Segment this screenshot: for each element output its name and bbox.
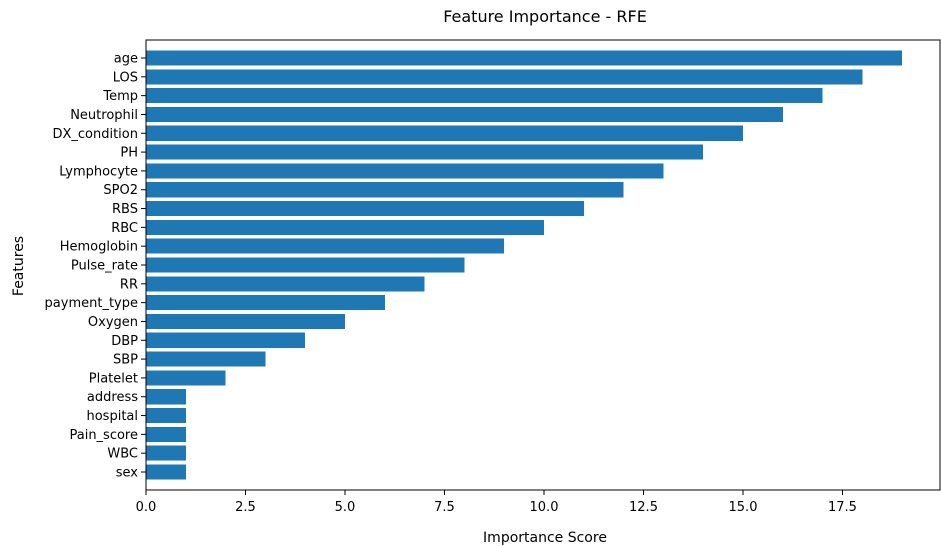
y-tick-label: DBP [111,334,138,349]
bar-sex [146,464,186,480]
chart-title: Feature Importance - RFE [443,7,647,26]
bar-temp [146,88,823,104]
y-tick-label: Pulse_rate [71,259,138,274]
y-tick-label: payment_type [45,296,138,311]
y-tick-label: age [114,52,138,67]
y-tick-label: Neutrophil [70,108,138,123]
y-axis-label: Features [11,236,27,296]
bar-lymphocyte [146,163,664,179]
y-tick-label: PH [120,146,138,161]
x-tick-label: 0.0 [136,500,157,515]
bar-pulse_rate [146,257,465,273]
y-tick-label: LOS [113,70,138,85]
x-tick-label: 2.5 [235,500,256,515]
y-tick-label: Temp [102,89,138,104]
y-tick-label: WBC [107,447,138,462]
bar-address [146,389,186,405]
y-tick-label: DX_condition [52,127,138,142]
y-tick-label: SPO2 [103,183,138,198]
bars-group [146,50,903,480]
x-axis-label: Importance Score [483,530,607,546]
y-tick-label: sex [116,466,139,481]
bar-wbc [146,445,186,461]
bar-age [146,50,903,66]
y-tick-label: Lymphocyte [59,164,138,179]
bar-rr [146,276,425,292]
bar-platelet [146,370,226,386]
x-tick-label: 7.5 [434,500,455,515]
x-tick-label: 12.5 [629,500,658,515]
bar-pain_score [146,426,186,442]
x-tick-label: 10.0 [530,500,559,515]
bar-payment_type [146,295,385,311]
bar-rbc [146,219,544,235]
x-tick-label: 17.5 [828,500,857,515]
y-tick-label: RBS [112,202,138,217]
x-tick-label: 15.0 [729,500,758,515]
x-axis-ticks: 0.0 2.5 5.0 7.5 10.0 12.5 15.0 17.5 [136,490,857,515]
y-tick-label: RBC [111,221,138,236]
bar-oxygen [146,313,345,329]
y-tick-label: SBP [113,353,138,368]
y-tick-label: Oxygen [88,315,138,330]
bar-hemoglobin [146,238,505,254]
bar-los [146,69,863,85]
bar-hospital [146,408,186,424]
y-tick-label: RR [120,277,138,292]
y-tick-label: Hemoglobin [60,240,138,255]
bar-rbs [146,201,584,217]
bar-dbp [146,332,306,348]
bar-ph [146,144,704,160]
y-tick-label: address [87,390,138,405]
y-axis-ticks: age LOS Temp Neutrophil DX_condition PH Lympho… [45,52,146,481]
bar-neutrophil [146,106,783,122]
bar-sbp [146,351,266,367]
plot-frame [145,39,941,491]
y-tick-label: Pain_score [69,428,138,443]
bar-spo2 [146,182,624,198]
y-tick-label: hospital [86,409,138,424]
y-tick-label: Platelet [89,371,138,386]
bar-dx_condition [146,125,743,141]
x-tick-label: 5.0 [335,500,356,515]
